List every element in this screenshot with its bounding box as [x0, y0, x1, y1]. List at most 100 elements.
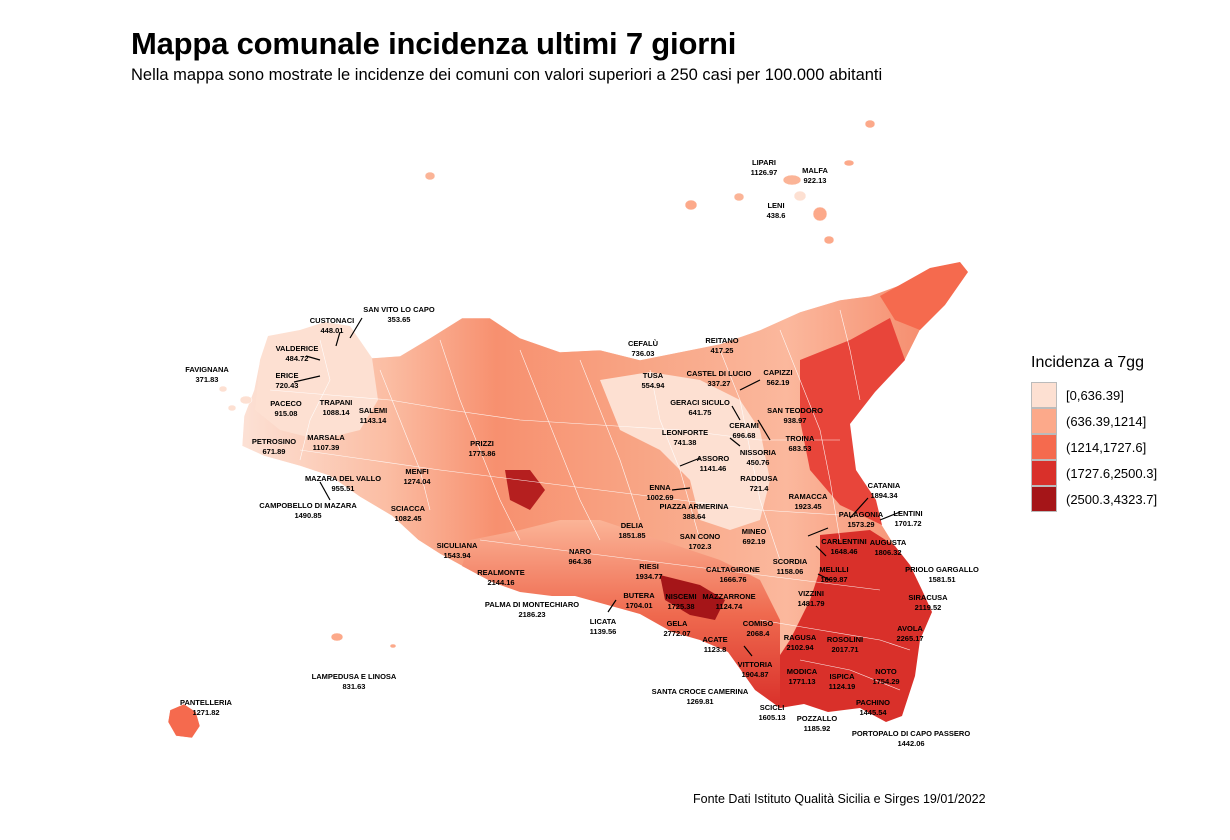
label-mazzarrone: MAZZARRONE 1124.74: [702, 592, 755, 611]
label-lampedusa-e-linosa: LAMPEDUSA E LINOSA 831.63: [312, 672, 397, 691]
label-riesi: RIESI 1934.77: [635, 562, 662, 581]
gela-area: [660, 575, 725, 620]
label-scordia: SCORDIA 1158.06: [773, 557, 808, 576]
label-san-teodoro: SAN TEODORO 938.97: [767, 406, 823, 425]
label-naro: NARO 964.36: [569, 547, 592, 566]
label-erice: ERICE 720.43: [276, 371, 299, 390]
south-east-region: [770, 530, 932, 722]
label-trapani: TRAPANI 1088.14: [320, 398, 353, 417]
label-lipari: LIPARI 1126.97: [751, 158, 778, 177]
label-gela: GELA 2772.07: [663, 619, 690, 638]
label-piazza-armerina: PIAZZA ARMERINA 388.64: [659, 502, 729, 521]
minor-islands: [167, 119, 876, 739]
label-comiso: COMISO 2068.4: [743, 619, 774, 638]
label-leni: LENI 438.6: [767, 201, 786, 220]
label-sciacca: SCIACCA 1082.45: [391, 504, 426, 523]
map-legend: Incidenza a 7gg [0,636.39] (636.39,1214]…: [1031, 354, 1157, 512]
label-carlentini: CARLENTINI 1648.46: [821, 537, 866, 556]
label-melilli: MELILLI 1669.87: [819, 565, 848, 584]
label-scicli: SCICLI 1605.13: [758, 703, 785, 722]
label-tusa: TUSA 554.94: [642, 371, 666, 390]
label-raddusa: RADDUSA 721.4: [740, 474, 778, 493]
label-vizzini: VIZZINI 1481.79: [797, 589, 824, 608]
label-enna: ENNA 1002.69: [646, 483, 673, 502]
label-malfa: MALFA 922.13: [802, 166, 828, 185]
label-catania: CATANIA 1894.34: [868, 481, 901, 500]
legend-swatch: [1031, 382, 1057, 408]
map-subtitle: Nella mappa sono mostrate le incidenze d…: [131, 66, 883, 84]
south-region: [462, 520, 780, 708]
label-siracusa: SIRACUSA 2119.52: [908, 593, 948, 612]
central-light-area: [600, 372, 770, 530]
legend-swatch: [1031, 460, 1057, 486]
legend-item: (1214,1727.6]: [1031, 434, 1157, 460]
label-marsala: MARSALA 1107.39: [307, 433, 345, 452]
label-ispica: ISPICA 1124.19: [829, 672, 856, 691]
label-mazara-del-vallo: MAZARA DEL VALLO 955.51: [305, 474, 381, 493]
legend-item: (2500.3,4323.7]: [1031, 486, 1157, 512]
label-menfi: MENFI 1274.04: [403, 467, 431, 486]
label-pozzallo: POZZALLO 1185.92: [797, 714, 838, 733]
legend-label: (1214,1727.6]: [1066, 439, 1147, 455]
legend-item: (1727.6,2500.3]: [1031, 460, 1157, 486]
label-petrosino: PETROSINO 671.89: [252, 437, 296, 456]
label-delia: DELIA 1851.85: [618, 521, 645, 540]
label-campobello-di-mazara: CAMPOBELLO DI MAZARA 1490.85: [259, 501, 357, 520]
northeast-tip: [880, 262, 968, 330]
label-portopalo-di-capo-passero: PORTOPALO DI CAPO PASSERO 1442.06: [852, 729, 971, 748]
label-priolo-gargallo: PRIOLO GARGALLO 1581.51: [905, 565, 979, 584]
label-vittoria: VITTORIA 1904.87: [738, 660, 773, 679]
east-region: [800, 318, 905, 525]
map-title: Mappa comunale incidenza ultimi 7 giorni: [131, 26, 737, 61]
legend-item: (636.39,1214]: [1031, 408, 1157, 434]
legend-title: Incidenza a 7gg: [1031, 354, 1144, 371]
label-castel-di-lucio: CASTEL DI LUCIO 337.27: [687, 369, 752, 388]
label-capizzi: CAPIZZI 562.19: [763, 368, 792, 387]
label-mineo: MINEO 692.19: [742, 527, 767, 546]
municipal-boundaries: [269, 309, 911, 691]
legend-swatch: [1031, 408, 1057, 434]
label-siculiana: SICULIANA 1543.94: [437, 541, 478, 560]
label-lentini: LENTINI 1701.72: [893, 509, 922, 528]
label-butera: BUTERA 1704.01: [623, 591, 655, 610]
label-san-cono: SAN CONO 1702.3: [680, 532, 721, 551]
label-licata: LICATA 1139.56: [590, 617, 617, 636]
label-noto: NOTO 1754.29: [872, 667, 899, 686]
legend-label: (636.39,1214]: [1066, 413, 1147, 429]
data-source-note: Fonte Dati Istituto Qualità Sicilia e Si…: [693, 792, 986, 806]
label-assoro: ASSORO 1141.46: [697, 454, 730, 473]
label-reitano: REITANO 417.25: [705, 336, 738, 355]
label-acate: ACATE 1123.8: [702, 635, 727, 654]
label-realmonte: REALMONTE 2144.16: [477, 568, 525, 587]
label-cerami: CERAMI 696.68: [729, 421, 759, 440]
legend-swatch: [1031, 486, 1057, 512]
legend-label: (1727.6,2500.3]: [1066, 465, 1158, 481]
central-dark-area: [505, 470, 545, 510]
label-valderice: VALDERICE 484.72: [276, 344, 319, 363]
label-ragusa: RAGUSA 2102.94: [784, 633, 817, 652]
label-troina: TROINA 683.53: [786, 434, 815, 453]
label-caltagirone: CALTAGIRONE 1666.76: [706, 565, 760, 584]
label-palagonia: PALAGONIA 1573.29: [839, 510, 884, 529]
legend-swatch: [1031, 434, 1057, 460]
label-prizzi: PRIZZI 1775.86: [468, 439, 495, 458]
label-cefalu: CEFALÙ 736.03: [628, 339, 658, 358]
legend-label: [0,636.39]: [1066, 387, 1124, 403]
legend-item: [0,636.39]: [1031, 382, 1157, 408]
label-modica: MODICA 1771.13: [787, 667, 818, 686]
label-nissoria: NISSORIA 450.76: [740, 448, 777, 467]
label-avola: AVOLA 2265.17: [896, 624, 923, 643]
label-augusta: AUGUSTA 1806.32: [870, 538, 907, 557]
label-san-vito-lo-capo: SAN VITO LO CAPO 353.65: [363, 305, 435, 324]
label-niscemi: NISCEMI 1725.38: [665, 592, 696, 611]
label-pachino: PACHINO 1445.54: [856, 698, 890, 717]
label-favignana: FAVIGNANA 371.83: [185, 365, 229, 384]
label-custonaci: CUSTONACI 448.01: [310, 316, 354, 335]
leader-lines: [293, 317, 901, 657]
label-ramacca: RAMACCA 1923.45: [789, 492, 828, 511]
label-palma-di-montechiaro: PALMA DI MONTECHIARO 2186.23: [485, 600, 579, 619]
label-salemi: SALEMI 1143.14: [359, 406, 387, 425]
label-pantelleria: PANTELLERIA 1271.82: [180, 698, 233, 717]
municipality-labels: LIPARI 1126.97 MALFA 922.13 LENI 438.6 SAN …: [180, 158, 979, 748]
